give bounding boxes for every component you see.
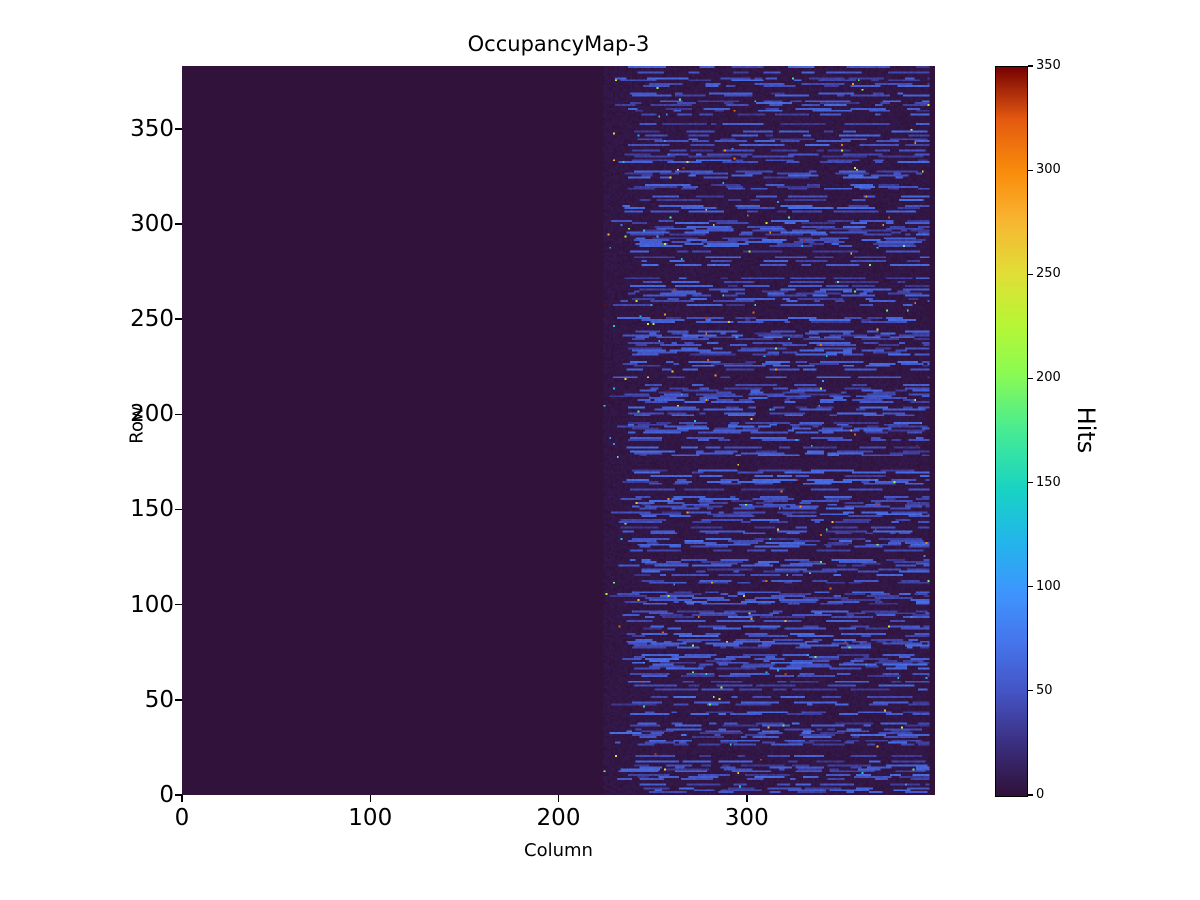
y-tick-mark [175,794,182,796]
y-tick-mark [175,128,182,130]
colorbar-tick-mark [1028,377,1033,380]
chart-title: OccupancyMap-3 [467,32,650,56]
x-tick-label: 300 [724,805,769,831]
colorbar-tick-label: 200 [1036,370,1061,386]
colorbar-tick-label: 100 [1036,578,1061,594]
y-tick-label: 250 [130,306,174,333]
y-tick-label: 150 [130,496,174,523]
colorbar-tick-mark [1028,586,1033,588]
x-tick-label: 0 [174,805,190,831]
x-tick-label: 200 [536,805,581,831]
colorbar-tick-label: 350 [1036,58,1061,73]
y-tick-label: 200 [130,401,174,428]
y-tick-label: 350 [130,115,174,142]
x-tick-mark [369,795,371,802]
y-tick-label: 300 [130,210,174,237]
colorbar-tick-label: 0 [1036,787,1045,802]
x-tick-label: 100 [348,805,393,831]
x-tick-mark [746,795,748,802]
y-tick-mark [175,699,182,701]
colorbar-tick-mark [1028,65,1033,67]
heatmap-canvas [182,66,935,795]
y-tick-label: 50 [144,686,174,713]
colorbar-tick-mark [1028,690,1033,692]
x-axis-label: Column [524,840,593,861]
y-tick-mark [175,603,182,606]
y-tick-mark [175,318,182,320]
colorbar-tick-mark [1028,169,1033,171]
y-tick-label: 100 [130,591,174,618]
colorbar-tick-mark [1028,273,1033,275]
colorbar-tick-mark [1028,481,1033,484]
y-tick-mark [175,508,182,511]
colorbar-tick-mark [1028,794,1033,796]
colorbar-tick-label: 300 [1036,162,1061,178]
x-tick-mark [557,795,560,802]
colorbar-tick-label: 50 [1036,682,1053,698]
y-tick-mark [175,413,182,416]
colorbar-tick-label: 250 [1036,266,1061,282]
x-tick-mark [181,795,183,802]
colorbar-label: Hits [1072,406,1100,454]
colorbar [995,66,1028,797]
y-tick-label: 0 [159,782,174,808]
colorbar-tick-label: 150 [1036,474,1061,490]
y-tick-mark [175,223,182,225]
